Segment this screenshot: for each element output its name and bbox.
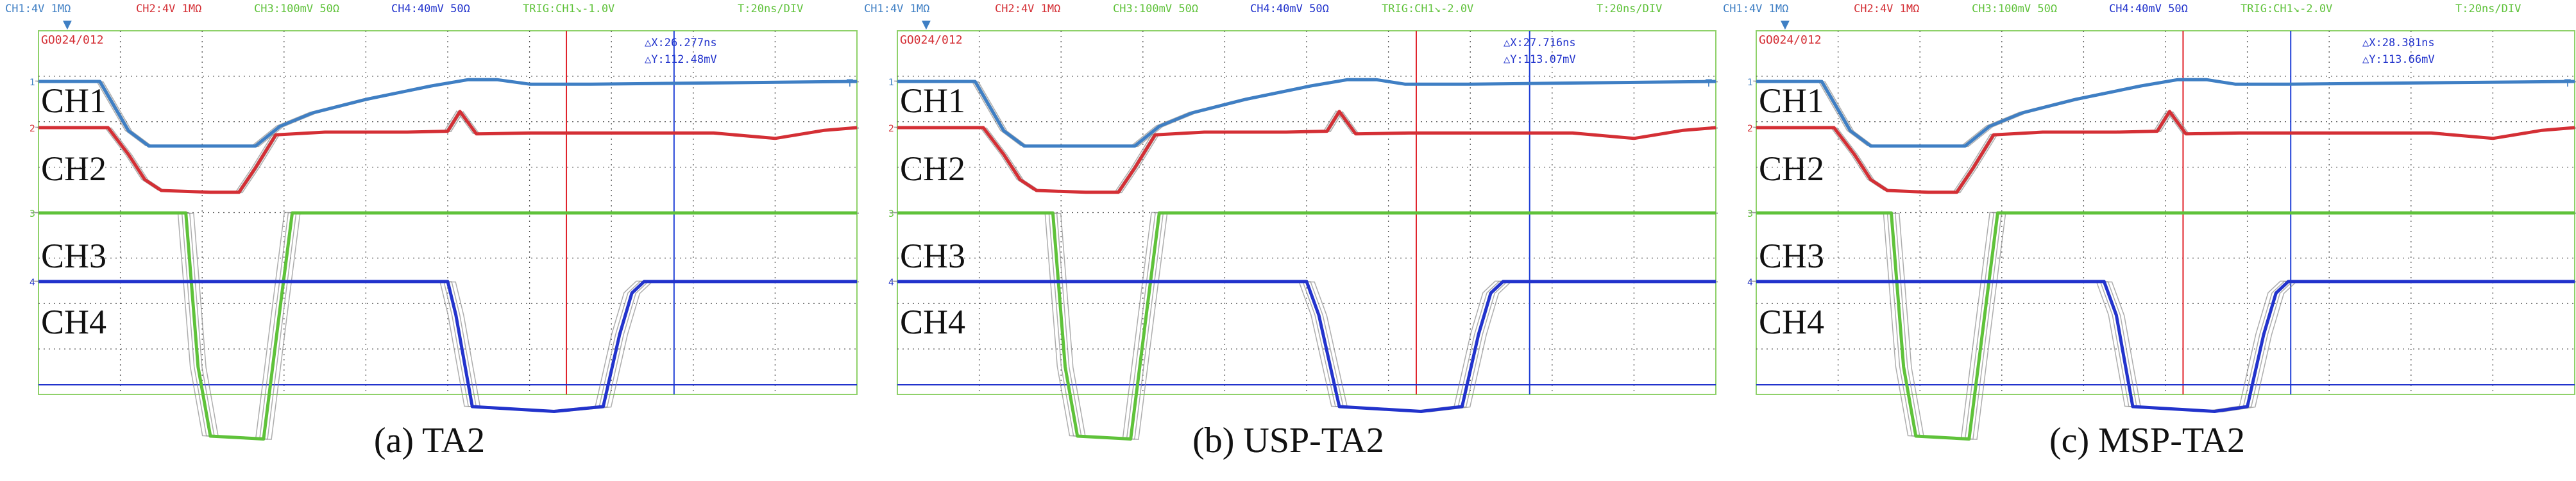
scope-panel-b: CH1:4V 1MΩ CH2:4V 1MΩ CH3:100mV 50Ω CH4:40m… — [859, 0, 1718, 481]
header-ch4: CH4:40mV 50Ω — [1250, 3, 1329, 15]
header-ch2: CH2:4V 1MΩ — [995, 3, 1060, 15]
channel-label-ch3: CH3 — [41, 237, 106, 275]
trace-ch1 — [897, 78, 1716, 148]
cursor-dy-readout: △Y:112.48mV — [645, 53, 717, 66]
trace-ch2 — [1756, 110, 2575, 194]
channel-label-ch1: CH1 — [41, 81, 106, 120]
header-ch3: CH3:100mV 50Ω — [254, 3, 339, 15]
channel-label-ch2: CH2 — [41, 149, 106, 188]
scope-panel-a: CH1:4V 1MΩ CH2:4V 1MΩ CH3:100mV 50Ω CH4:40m… — [0, 0, 859, 481]
header-trig: TRIG:CH1↘-2.0V — [2241, 3, 2332, 15]
oscilloscope-screen: CH1:4V 1MΩ CH2:4V 1MΩ CH3:100mV 50Ω CH4:40m… — [5, 3, 859, 441]
ground-marker-ch4: 4 — [30, 278, 35, 288]
ground-marker-ch4: 4 — [1747, 278, 1753, 288]
header-ch1: CH1:4V 1MΩ — [1723, 3, 1788, 15]
ground-marker-ch2: 2 — [1747, 124, 1753, 134]
trigger-position-icon: ▼ — [1781, 18, 1790, 31]
header-timebase: T:20ns/DIV — [1597, 3, 1662, 15]
header-ch4: CH4:40mV 50Ω — [391, 3, 470, 15]
trace-ch3 — [897, 211, 1716, 441]
trigger-position-icon: ▼ — [63, 18, 72, 31]
header-ch1: CH1:4V 1MΩ — [5, 3, 71, 15]
header-ch2: CH2:4V 1MΩ — [1854, 3, 1919, 15]
channel-label-ch3: CH3 — [900, 237, 965, 275]
waveform-id: GO024/012 — [900, 33, 963, 47]
header-trig: TRIG:CH1↘-1.0V — [523, 3, 614, 15]
ground-marker-ch3: 3 — [888, 209, 894, 219]
ground-marker-ch1: 1 — [1747, 78, 1753, 88]
header-ch4: CH4:40mV 50Ω — [2109, 3, 2188, 15]
header-ch3: CH3:100mV 50Ω — [1113, 3, 1198, 15]
channel-label-ch2: CH2 — [1759, 149, 1824, 188]
ground-marker-ch2: 2 — [30, 124, 35, 134]
header-ch2: CH2:4V 1MΩ — [136, 3, 201, 15]
panel-caption: (c) MSP-TA2 — [2049, 421, 2246, 460]
channel-label-ch1: CH1 — [1759, 81, 1824, 120]
cursor-dy-readout: △Y:113.07mV — [1504, 53, 1576, 66]
trace-ch2 — [897, 110, 1716, 194]
header-ch3: CH3:100mV 50Ω — [1972, 3, 2057, 15]
panel-caption: (a) TA2 — [373, 421, 486, 460]
oscilloscope-screen: CH1:4V 1MΩ CH2:4V 1MΩ CH3:100mV 50Ω CH4:40m… — [1723, 3, 2576, 441]
header-timebase: T:20ns/DIV — [2455, 3, 2521, 15]
channel-label-ch4: CH4 — [900, 303, 965, 341]
ground-marker-ch4: 4 — [888, 278, 894, 288]
trace-ch3 — [38, 211, 857, 441]
ground-marker-ch2: 2 — [888, 124, 894, 134]
channel-label-ch3: CH3 — [1759, 237, 1824, 275]
ground-marker-ch1: 1 — [888, 78, 894, 88]
channel-label-ch4: CH4 — [41, 303, 106, 341]
trace-ch1 — [1756, 78, 2575, 148]
channel-label-ch4: CH4 — [1759, 303, 1824, 341]
trace-ch4 — [897, 280, 1716, 413]
header-trig: TRIG:CH1↘-2.0V — [1382, 3, 1473, 15]
channel-label-ch2: CH2 — [900, 149, 965, 188]
channel-label-ch1: CH1 — [900, 81, 965, 120]
scope-panel-c: CH1:4V 1MΩ CH2:4V 1MΩ CH3:100mV 50Ω CH4:40m… — [1718, 0, 2576, 481]
waveform-id: GO024/012 — [1759, 33, 1822, 47]
trigger-position-icon: ▼ — [922, 18, 931, 31]
trace-ch4 — [1756, 280, 2575, 413]
cursor-dx-readout: △X:26.277ns — [645, 37, 717, 49]
waveform-id: GO024/012 — [41, 33, 104, 47]
ground-marker-ch3: 3 — [1747, 209, 1753, 219]
trace-ch1 — [38, 78, 858, 148]
trace-ch2 — [38, 110, 858, 194]
oscilloscope-screen: CH1:4V 1MΩ CH2:4V 1MΩ CH3:100mV 50Ω CH4:40m… — [864, 3, 1718, 441]
ground-marker-ch3: 3 — [30, 209, 35, 219]
ground-marker-ch1: 1 — [30, 78, 35, 88]
trace-ch4 — [38, 280, 857, 413]
panel-caption: (b) USP-TA2 — [1192, 421, 1384, 460]
cursor-dx-readout: △X:27.716ns — [1504, 37, 1576, 49]
cursor-dy-readout: △Y:113.66mV — [2362, 53, 2435, 66]
header-timebase: T:20ns/DIV — [738, 3, 803, 15]
graticule-grid — [1756, 31, 2575, 394]
trace-ch3 — [1756, 211, 2575, 441]
header-ch1: CH1:4V 1MΩ — [864, 3, 929, 15]
cursor-dx-readout: △X:28.381ns — [2362, 37, 2435, 49]
